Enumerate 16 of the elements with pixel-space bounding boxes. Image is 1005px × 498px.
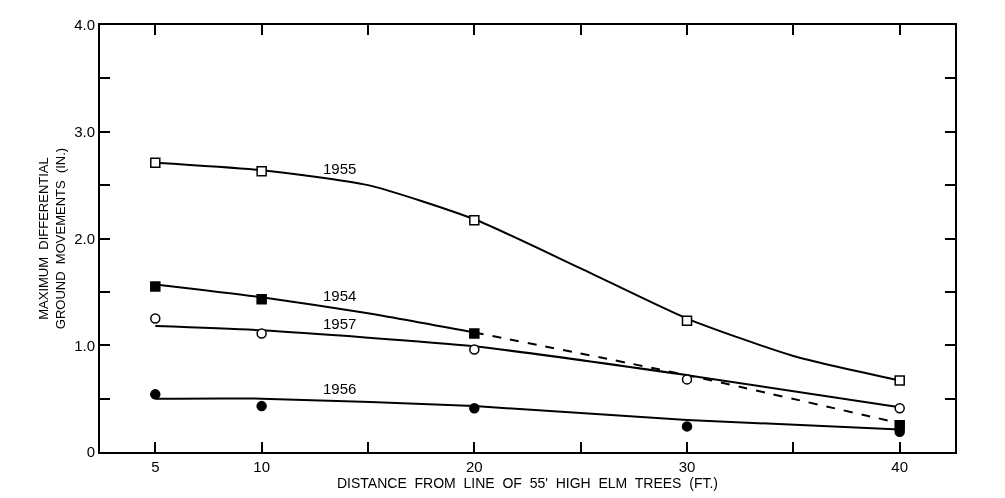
x-tick-label: 30 xyxy=(678,458,696,475)
x-tick-label: 5 xyxy=(151,458,160,475)
x-tick-label: 20 xyxy=(465,458,483,475)
y-axis-title: MAXIMUM DIFFERENTIAL GROUND MOVEMENTS (IN.) xyxy=(35,147,68,330)
series-label: 1956 xyxy=(323,380,357,397)
x-tick-label: 40 xyxy=(891,458,909,475)
y-tick-label: 0 xyxy=(86,443,95,461)
y-tick-label: 1.0 xyxy=(74,336,95,354)
x-tick-label: 10 xyxy=(253,458,270,475)
series-label: 1957 xyxy=(323,315,357,332)
series-label: 1955 xyxy=(323,160,357,177)
series-label: 1954 xyxy=(323,287,357,304)
x-axis-title: DISTANCE FROM LINE OF 55' HIGH ELM TREES (FT.) xyxy=(337,475,718,491)
y-tick-label: 2.0 xyxy=(74,229,95,247)
y-tick-label: 4.0 xyxy=(74,16,95,34)
y-tick-label: 3.0 xyxy=(74,123,95,140)
